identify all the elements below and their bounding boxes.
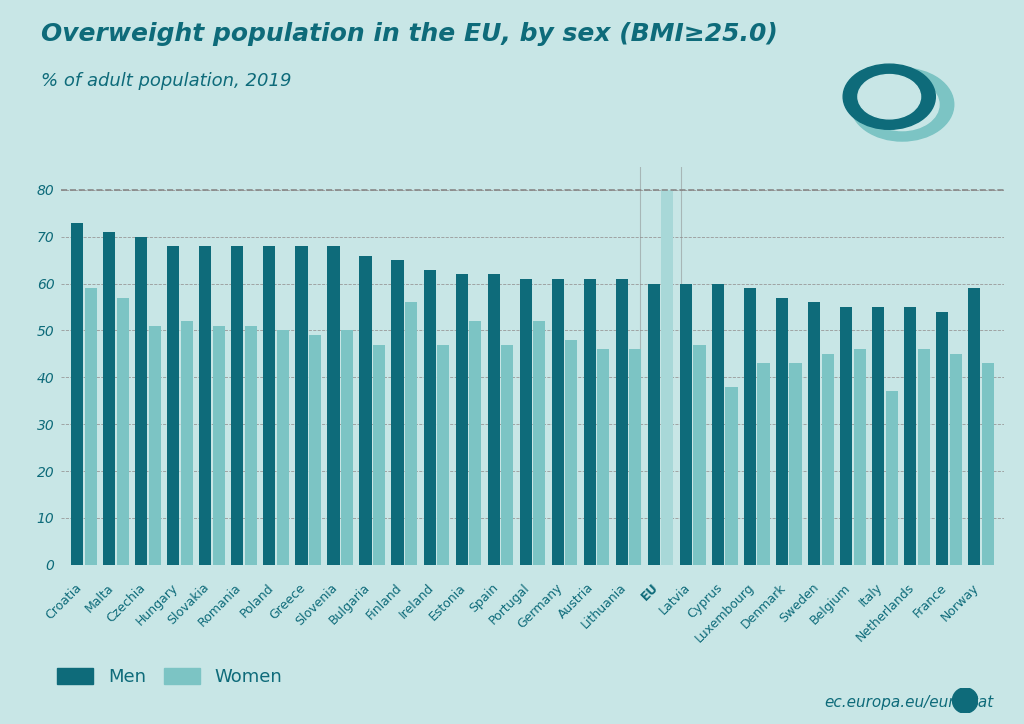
Circle shape	[851, 68, 953, 141]
Bar	[424, 269, 435, 565]
Bar	[309, 335, 321, 565]
Bar	[135, 237, 147, 565]
Bar	[565, 340, 578, 565]
Text: Latvia: Latvia	[656, 581, 692, 618]
Bar	[359, 256, 372, 565]
Bar	[872, 307, 885, 565]
Bar	[71, 223, 83, 565]
Text: Italy: Italy	[857, 581, 885, 610]
Bar	[552, 279, 564, 565]
Bar	[469, 321, 481, 565]
Text: Netherlands: Netherlands	[854, 581, 918, 644]
Bar	[328, 246, 340, 565]
Bar	[231, 246, 244, 565]
Text: ec.europa.eu/eurostat: ec.europa.eu/eurostat	[824, 694, 993, 710]
Bar	[534, 321, 546, 565]
Bar	[949, 354, 962, 565]
Bar	[680, 284, 692, 565]
Circle shape	[865, 78, 939, 130]
Bar	[391, 260, 403, 565]
Bar	[263, 246, 275, 565]
Bar	[744, 288, 756, 565]
Text: Greece: Greece	[267, 581, 308, 622]
Bar	[501, 345, 513, 565]
Bar	[200, 246, 211, 565]
Bar	[808, 303, 820, 565]
Bar	[584, 279, 596, 565]
Text: Estonia: Estonia	[427, 581, 468, 623]
Bar	[519, 279, 531, 565]
Bar	[776, 298, 788, 565]
Bar	[918, 349, 930, 565]
Text: Norway: Norway	[938, 581, 981, 624]
Text: Austria: Austria	[556, 581, 597, 621]
Bar	[148, 326, 161, 565]
Bar	[969, 288, 980, 565]
Bar	[821, 354, 834, 565]
Bar	[245, 326, 257, 565]
Text: Lithuania: Lithuania	[579, 581, 629, 631]
Text: Germany: Germany	[515, 581, 564, 631]
Text: Croatia: Croatia	[43, 581, 84, 622]
Text: Romania: Romania	[196, 581, 244, 629]
Text: Overweight population in the EU, by sex (BMI≥25.0): Overweight population in the EU, by sex …	[41, 22, 777, 46]
Circle shape	[952, 688, 978, 713]
Bar	[117, 298, 129, 565]
Text: EU: EU	[638, 581, 660, 603]
Circle shape	[858, 75, 921, 119]
Text: Luxembourg: Luxembourg	[692, 581, 757, 645]
Text: Cyprus: Cyprus	[685, 581, 725, 621]
Bar	[213, 326, 225, 565]
Text: Spain: Spain	[467, 581, 501, 615]
Legend: Men, Women: Men, Women	[50, 660, 290, 694]
Bar	[487, 274, 500, 565]
Bar	[904, 307, 916, 565]
Bar	[373, 345, 385, 565]
Bar	[295, 246, 307, 565]
Text: Sweden: Sweden	[776, 581, 821, 626]
Text: Bulgaria: Bulgaria	[327, 581, 373, 627]
Text: % of adult population, 2019: % of adult population, 2019	[41, 72, 292, 90]
Bar	[103, 232, 116, 565]
Bar	[648, 284, 660, 565]
Bar	[840, 307, 852, 565]
Text: Portugal: Portugal	[486, 581, 532, 627]
Text: Finland: Finland	[364, 581, 404, 622]
Bar	[854, 349, 865, 565]
Text: Denmark: Denmark	[739, 581, 788, 631]
Bar	[982, 363, 994, 565]
Text: France: France	[910, 581, 949, 620]
Bar	[725, 387, 737, 565]
Text: Czechia: Czechia	[104, 581, 147, 625]
Bar	[437, 345, 450, 565]
Bar	[615, 279, 628, 565]
Bar	[712, 284, 724, 565]
Bar	[758, 363, 770, 565]
Bar	[693, 345, 706, 565]
Bar	[180, 321, 193, 565]
Text: Hungary: Hungary	[133, 581, 180, 628]
Bar	[630, 349, 641, 565]
Text: Slovenia: Slovenia	[293, 581, 340, 628]
Bar	[404, 303, 417, 565]
Circle shape	[843, 64, 935, 130]
Text: Belgium: Belgium	[807, 581, 853, 627]
Bar	[597, 349, 609, 565]
Bar	[456, 274, 468, 565]
Bar	[276, 330, 289, 565]
Bar	[886, 392, 898, 565]
Text: Slovakia: Slovakia	[166, 581, 212, 628]
Bar	[790, 363, 802, 565]
Text: Malta: Malta	[82, 581, 116, 615]
Text: Poland: Poland	[238, 581, 276, 620]
Bar	[85, 288, 96, 565]
Bar	[341, 330, 353, 565]
Bar	[662, 190, 674, 565]
Text: Ireland: Ireland	[396, 581, 436, 621]
Bar	[167, 246, 179, 565]
Bar	[936, 312, 948, 565]
